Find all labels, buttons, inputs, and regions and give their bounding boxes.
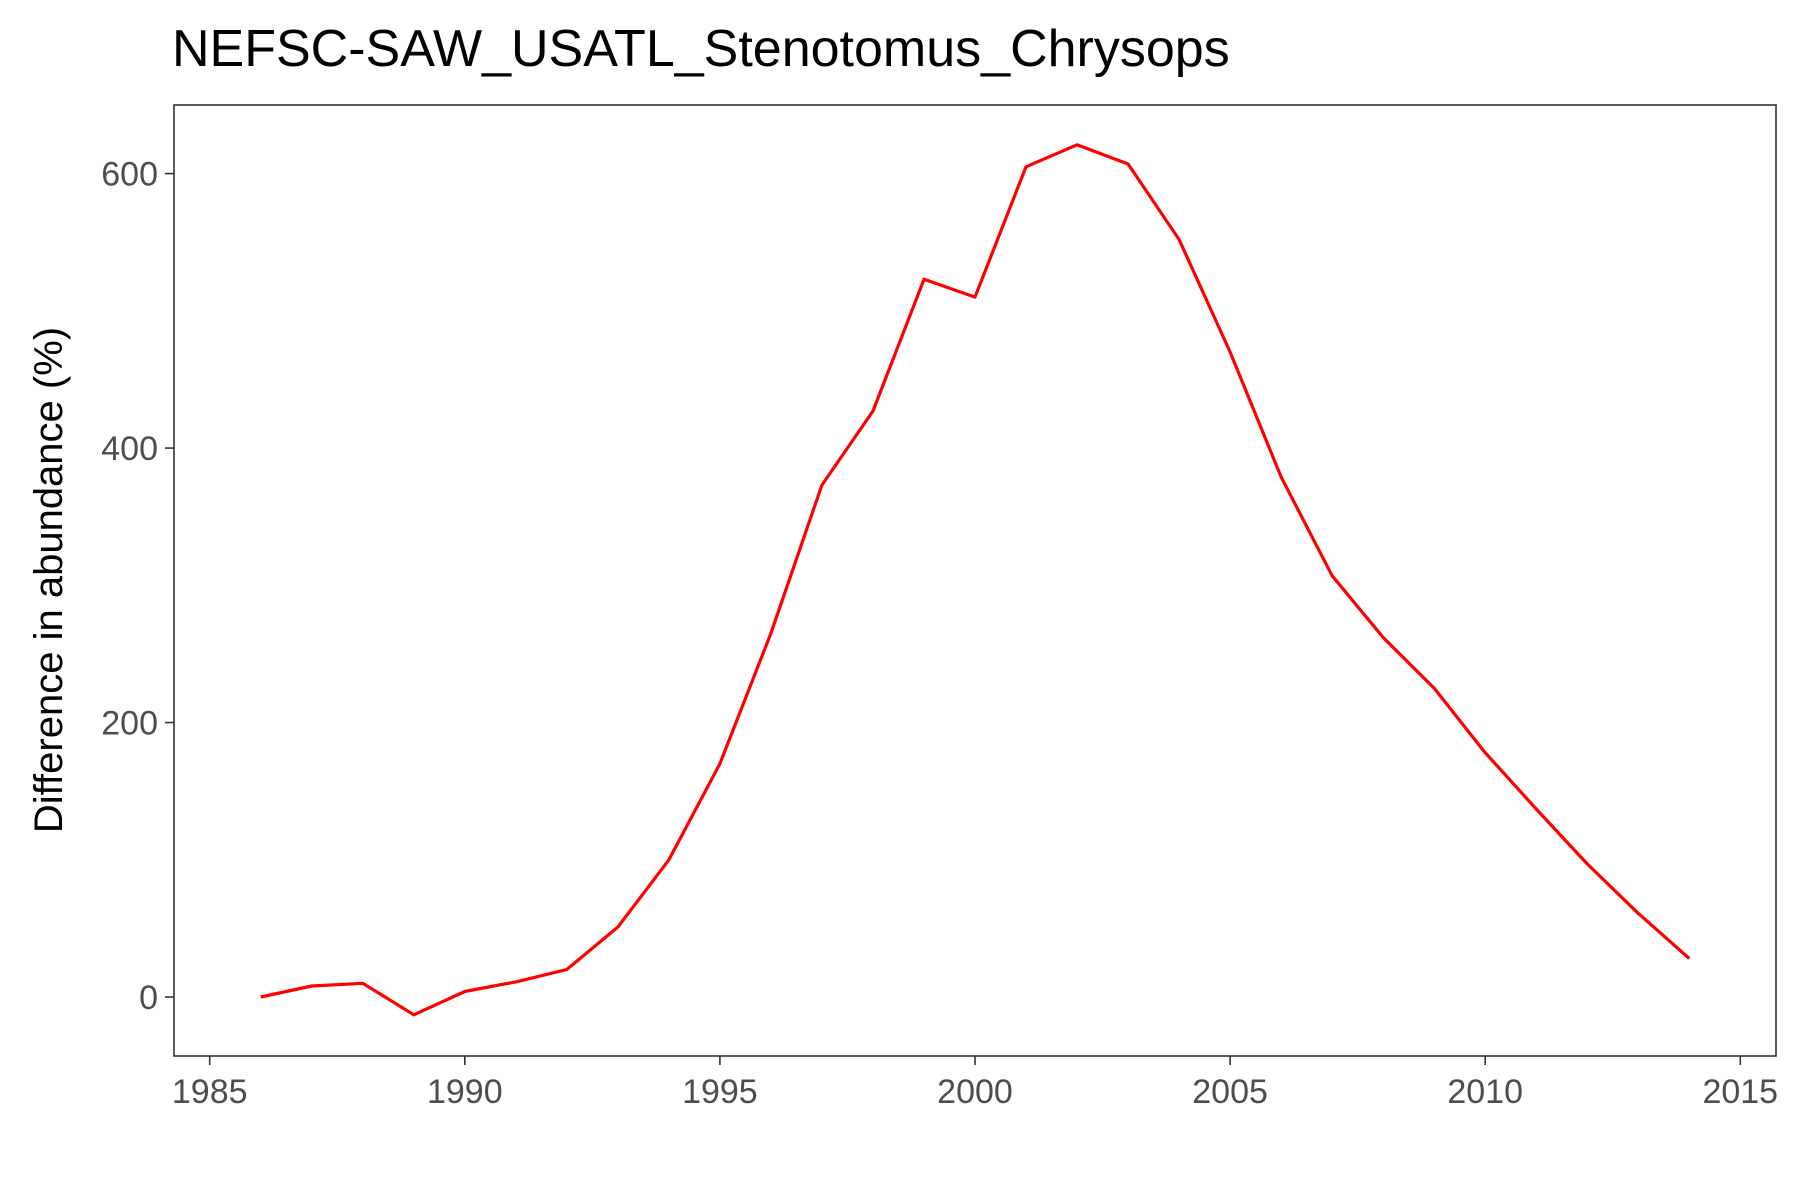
y-axis: 0 200 400 600 xyxy=(101,156,174,1017)
y-tick-label: 400 xyxy=(101,430,158,468)
chart-title: NEFSC-SAW_USATL_Stenotomus_Chrysops xyxy=(172,20,1230,78)
plot-panel xyxy=(173,104,1777,1057)
x-tick-label: 2005 xyxy=(1192,1073,1268,1111)
series-line xyxy=(260,143,1691,1017)
x-tick-label: 1995 xyxy=(682,1073,758,1111)
x-tick-label: 2010 xyxy=(1447,1073,1523,1111)
y-tick-label: 200 xyxy=(101,705,158,743)
x-tick-label: 2000 xyxy=(937,1073,1013,1111)
y-axis-title: Difference in abundance (%) xyxy=(27,327,71,833)
y-tick-label: 0 xyxy=(139,979,158,1017)
y-tick-label: 600 xyxy=(101,156,158,194)
x-axis: 1985 1990 1995 2000 2005 2010 2015 xyxy=(172,1056,1778,1111)
series-layer xyxy=(260,143,1691,1017)
x-tick-label: 2015 xyxy=(1702,1073,1778,1111)
x-tick-label: 1985 xyxy=(172,1073,248,1111)
x-tick-label: 1990 xyxy=(427,1073,503,1111)
